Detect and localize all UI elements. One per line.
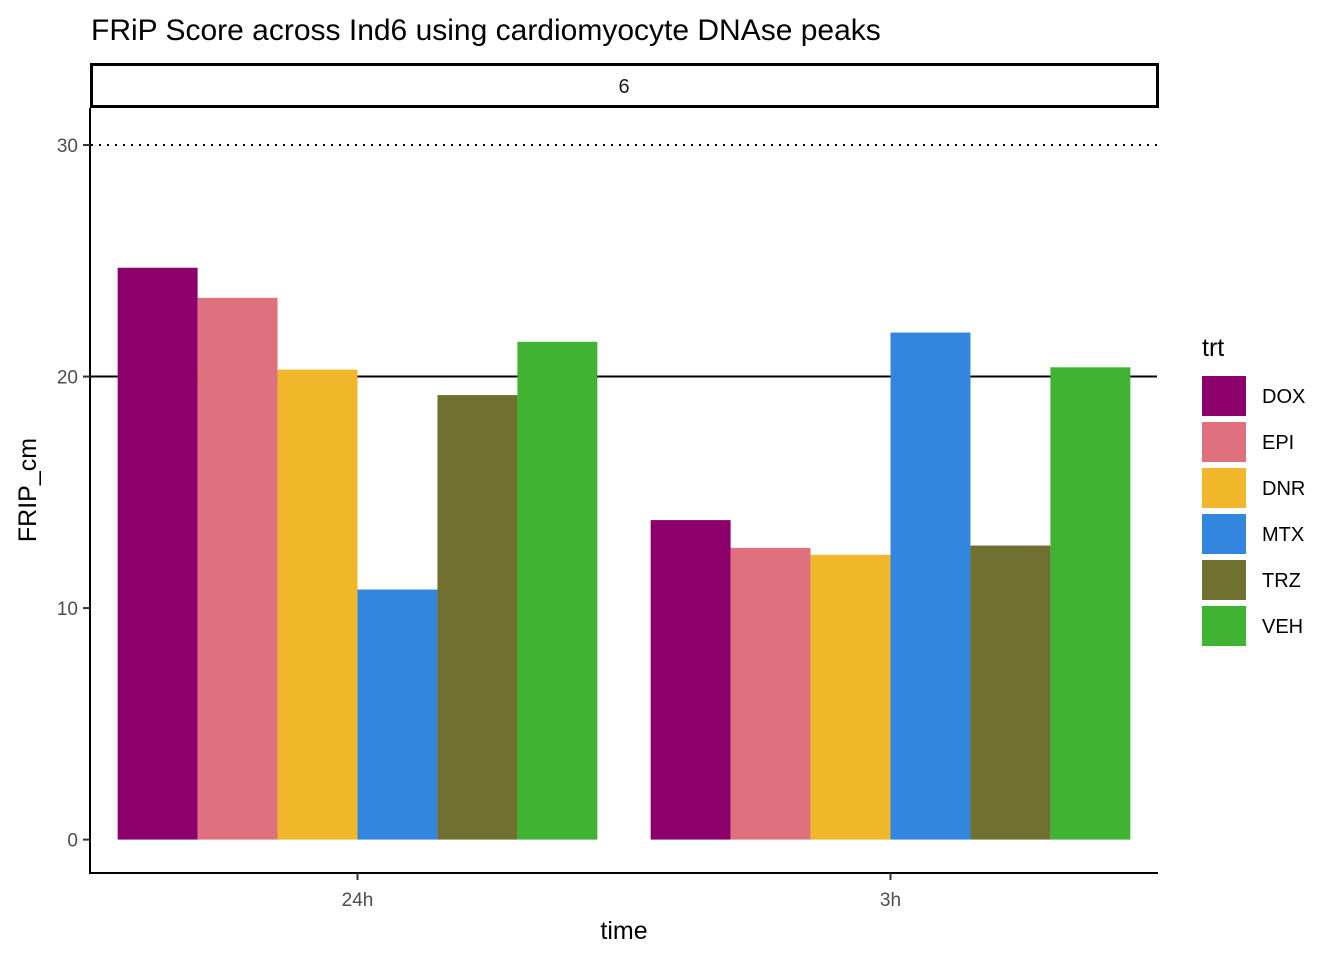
y-axis-ticks: 0 10 20 30 (57, 136, 90, 852)
y-tick-label: 10 (57, 599, 78, 620)
chart-title: FRiP Score across Ind6 using cardiomyocy… (91, 14, 881, 47)
legend-key-epi (1202, 422, 1246, 462)
bar-trz-24h (437, 395, 518, 840)
legend-label-dox: DOX (1262, 386, 1305, 408)
bar-dnr-24h (277, 369, 358, 840)
y-tick-label: 30 (57, 136, 78, 157)
legend: DOX EPI DNR MTX TRZ VEH (1202, 376, 1305, 646)
bar-dox-3h (650, 520, 731, 840)
y-tick-label: 0 (67, 831, 78, 852)
legend-key-trz (1202, 560, 1246, 600)
bar-mtx-3h (890, 332, 971, 840)
bar-veh-3h (1050, 367, 1131, 840)
bar-dnr-3h (810, 554, 891, 840)
bar-epi-3h (730, 547, 811, 840)
legend-key-dnr (1202, 468, 1246, 508)
legend-key-mtx (1202, 514, 1246, 554)
y-tick-label: 20 (57, 368, 78, 389)
bar-dox-24h (117, 267, 198, 840)
legend-key-veh (1202, 606, 1246, 646)
bar-mtx-24h (357, 589, 438, 840)
legend-label-dnr: DNR (1262, 478, 1305, 500)
x-axis-ticks: 24h 3h (342, 873, 901, 911)
bar-epi-24h (197, 297, 278, 840)
facet-label: 6 (618, 76, 629, 98)
x-tick-label: 3h (880, 890, 901, 911)
legend-label-epi: EPI (1262, 432, 1294, 454)
bar-group (117, 267, 1131, 840)
legend-title: trt (1202, 334, 1224, 362)
legend-key-dox (1202, 376, 1246, 416)
legend-label-veh: VEH (1262, 616, 1303, 638)
bar-trz-3h (970, 545, 1051, 840)
x-axis-title: time (600, 917, 647, 945)
legend-label-trz: TRZ (1262, 570, 1301, 592)
x-tick-label: 24h (342, 890, 374, 911)
facet-strip (90, 63, 1159, 108)
bar-veh-24h (517, 341, 598, 840)
legend-label-mtx: MTX (1262, 524, 1304, 546)
y-axis-title: FRIP_cm (14, 438, 42, 542)
